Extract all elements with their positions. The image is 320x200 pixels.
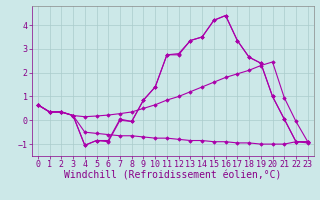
X-axis label: Windchill (Refroidissement éolien,°C): Windchill (Refroidissement éolien,°C): [64, 171, 282, 181]
